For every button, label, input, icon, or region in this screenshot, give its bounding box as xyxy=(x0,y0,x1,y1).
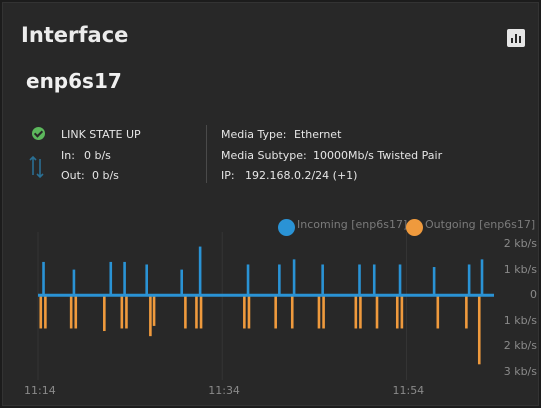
outgoing-spike xyxy=(243,295,246,329)
legend-outgoing-dot[interactable] xyxy=(406,219,423,236)
incoming-spike xyxy=(180,269,184,296)
incoming-spike xyxy=(398,264,402,296)
bar-chart-icon[interactable] xyxy=(507,29,525,47)
incoming-spike xyxy=(246,264,250,296)
outgoing-spike xyxy=(359,295,362,329)
ip-value: 192.168.0.2/24 (+1) xyxy=(245,169,358,182)
media-subtype-value: 10000Mb/s Twisted Pair xyxy=(313,149,443,162)
legend-outgoing-label[interactable]: Outgoing [enp6s17] xyxy=(425,218,536,231)
out-label: Out: xyxy=(61,169,85,182)
y-tick-label: 1 kb/s xyxy=(503,313,537,327)
y-tick-label: 3 kb/s xyxy=(503,365,537,378)
legend-incoming-dot[interactable] xyxy=(278,219,295,236)
outgoing-spike xyxy=(354,295,358,329)
outgoing-spike xyxy=(290,295,294,329)
outgoing-spike xyxy=(477,295,481,365)
incoming-spike xyxy=(42,261,45,296)
outgoing-spike xyxy=(247,295,251,329)
incoming-spike xyxy=(292,259,296,296)
media-type-label: Media Type: xyxy=(221,128,287,141)
in-label: In: xyxy=(61,149,75,162)
y-tick-label: 0 xyxy=(530,288,537,302)
outgoing-spike xyxy=(195,295,198,329)
y-tick-label: 1 kb/s xyxy=(503,262,537,276)
incoming-spike xyxy=(198,246,202,296)
widget-title: Interface xyxy=(21,23,129,47)
incoming-spike xyxy=(109,261,113,296)
outgoing-spike xyxy=(44,295,47,329)
y-tick-label: 2 kb/s xyxy=(503,237,537,250)
outgoing-spike xyxy=(74,295,78,329)
outgoing-spike xyxy=(199,295,203,329)
legend-incoming-label[interactable]: Incoming [enp6s17] xyxy=(297,218,408,231)
outgoing-spike xyxy=(69,295,73,329)
incoming-spike xyxy=(358,264,361,296)
x-tick-label: 11:34 xyxy=(208,384,240,397)
outgoing-spike xyxy=(120,295,124,329)
x-tick-label: 11:54 xyxy=(392,384,425,397)
ip-label: IP: xyxy=(221,169,235,182)
outgoing-spike xyxy=(400,295,404,329)
incoming-spike xyxy=(467,264,471,296)
in-value: 0 b/s xyxy=(84,149,111,162)
incoming-spike xyxy=(278,264,281,296)
media-type-value: Ethernet xyxy=(294,128,342,141)
y-tick-label: 2 kb/s xyxy=(503,339,537,353)
outgoing-spike xyxy=(39,295,43,329)
interface-name: enp6s17 xyxy=(26,69,122,93)
outgoing-spike xyxy=(274,295,277,329)
outgoing-spike xyxy=(322,295,325,329)
outgoing-spike xyxy=(375,295,379,329)
incoming-spike xyxy=(372,264,376,296)
outgoing-spike xyxy=(125,295,128,329)
outgoing-spike xyxy=(103,295,106,332)
incoming-spike xyxy=(123,261,126,296)
x-tick-label: 11:14 xyxy=(24,384,56,397)
incoming-spike xyxy=(145,264,149,296)
check-circle-icon xyxy=(32,127,45,140)
incoming-spike xyxy=(432,267,436,296)
link-state: LINK STATE UP xyxy=(61,128,141,141)
incoming-spike xyxy=(480,259,484,296)
media-subtype-label: Media Subtype: xyxy=(221,149,307,162)
outgoing-spike xyxy=(149,295,152,337)
transfer-arrows-icon xyxy=(29,155,44,179)
outgoing-spike xyxy=(395,295,399,329)
incoming-spike xyxy=(321,264,324,296)
outgoing-spike xyxy=(465,295,468,329)
incoming-spike xyxy=(72,269,76,296)
outgoing-spike xyxy=(436,295,440,329)
outgoing-spike xyxy=(184,295,187,329)
out-value: 0 b/s xyxy=(92,169,119,182)
outgoing-spike xyxy=(317,295,321,329)
outgoing-spike xyxy=(152,295,156,326)
info-divider xyxy=(206,125,207,183)
